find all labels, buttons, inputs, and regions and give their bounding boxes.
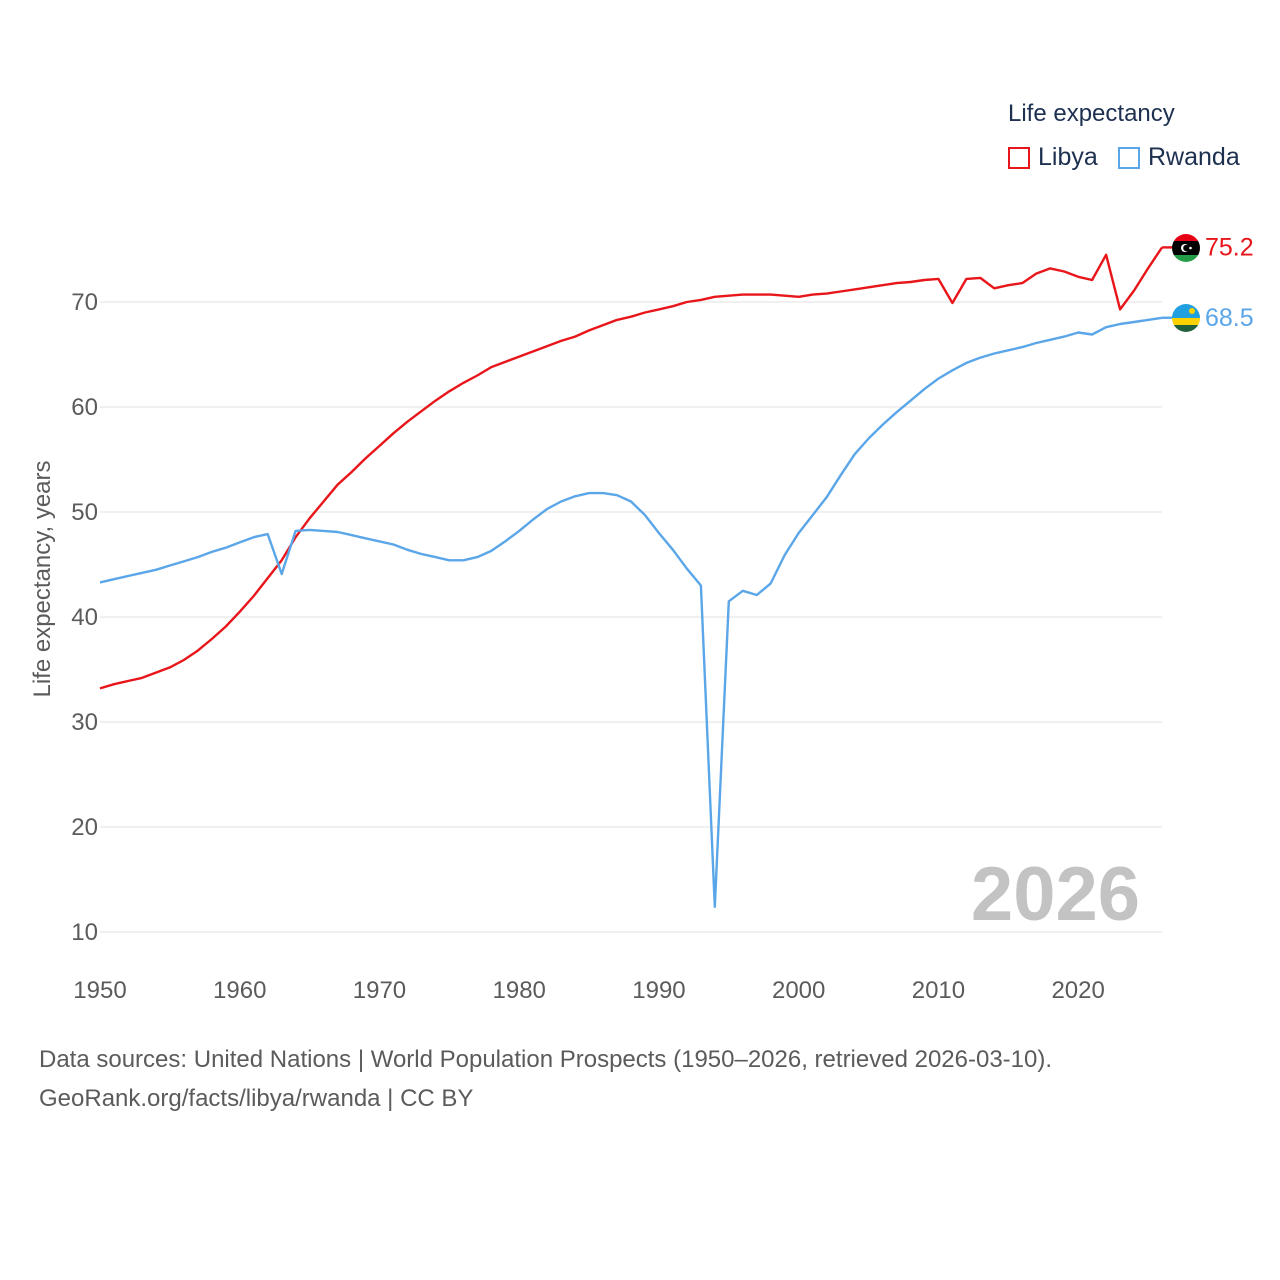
y-tick-label: 30 <box>71 709 98 736</box>
year-watermark: 2026 <box>971 852 1140 937</box>
x-tick-label: 1980 <box>493 977 546 1004</box>
end-label-libya: 75.2 <box>1205 233 1254 261</box>
rwanda-flag-icon <box>1172 304 1200 332</box>
x-tick-label: 1960 <box>213 977 266 1004</box>
y-tick-label: 10 <box>71 919 98 946</box>
legend-item-rwanda[interactable]: Rwanda <box>1118 143 1240 172</box>
legend-swatch-rwanda <box>1118 146 1140 169</box>
x-tick-label: 2020 <box>1051 977 1104 1004</box>
y-tick-label: 40 <box>71 604 98 631</box>
series-line-libya <box>99 246 1163 690</box>
series-line-rwanda <box>99 316 1163 908</box>
y-tick-label: 70 <box>71 289 98 316</box>
grid-lines <box>100 301 1162 933</box>
libya-flag-icon <box>1172 234 1200 262</box>
axis-ticks: 10 20 30 40 50 60 70 1950 1960 1970 1980 1990 2000 20… <box>71 289 1105 1004</box>
y-tick-label: 20 <box>71 814 98 841</box>
footer-sources: Data sources: United Nations | World Pop… <box>39 1046 1053 1073</box>
end-labels: 75.2 68.5 <box>1172 233 1254 332</box>
legend-swatch-libya <box>1008 146 1030 169</box>
x-tick-label: 2010 <box>912 977 965 1004</box>
legend-title: Life expectancy <box>1008 100 1175 127</box>
legend-label-libya: Libya <box>1038 143 1098 171</box>
legend-label-rwanda: Rwanda <box>1148 143 1240 171</box>
footer-link[interactable]: GeoRank.org/facts/libya/rwanda | CC BY <box>39 1085 474 1112</box>
x-tick-label: 2000 <box>772 977 825 1004</box>
series-lines <box>99 246 1172 908</box>
x-tick-label: 1950 <box>73 977 126 1004</box>
x-tick-label: 1970 <box>353 977 406 1004</box>
y-axis-title: Life expectancy, years <box>29 460 56 697</box>
end-label-rwanda: 68.5 <box>1205 304 1254 332</box>
x-tick-label: 1990 <box>632 977 685 1004</box>
y-tick-label: 60 <box>71 394 98 421</box>
legend-item-libya[interactable]: Libya <box>1008 143 1098 172</box>
y-tick-label: 50 <box>71 499 98 526</box>
